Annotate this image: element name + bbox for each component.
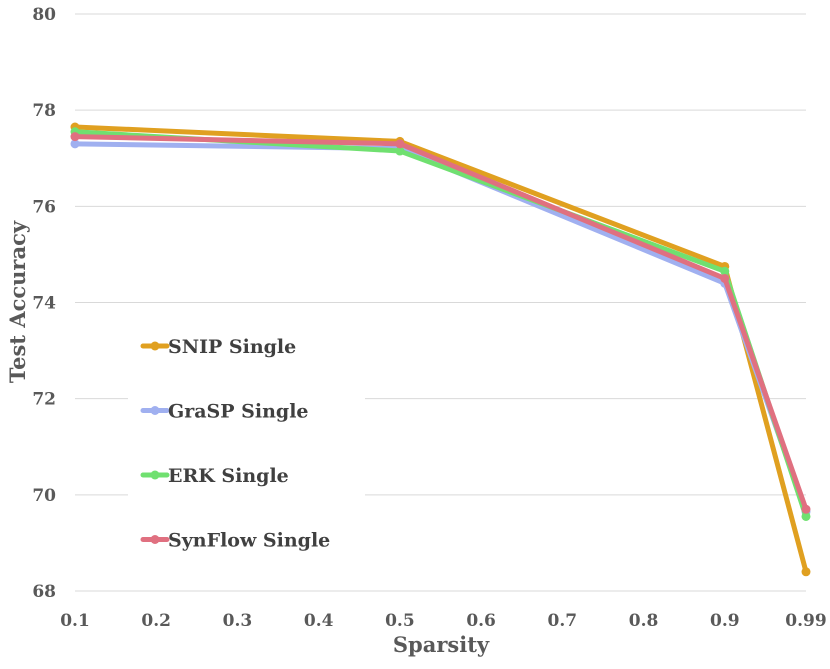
x-tick-label: 0.99 — [785, 611, 826, 631]
y-tick-label: 80 — [32, 5, 56, 25]
data-point — [70, 132, 80, 142]
x-axis-title: Sparsity — [393, 632, 490, 657]
x-tick-label: 0.9 — [710, 611, 740, 631]
x-tick-label: 0.2 — [141, 611, 171, 631]
x-axis-ticks: 0.1 0.2 0.3 0.4 0.5 0.6 0.7 0.8 0.9 0.99 — [60, 611, 826, 631]
data-point — [70, 139, 80, 149]
series-line — [72, 124, 809, 575]
series-synflow-single — [70, 132, 811, 514]
legend-item: SynFlow Single — [140, 530, 330, 552]
x-tick-label: 0.6 — [466, 611, 496, 631]
x-tick-label: 0.4 — [304, 611, 334, 631]
legend-item: SNIP Single — [140, 336, 296, 358]
data-point — [801, 511, 811, 521]
data-point — [801, 567, 811, 577]
y-tick-label: 72 — [32, 390, 56, 410]
legend-label: ERK Single — [168, 465, 289, 487]
y-tick-label: 70 — [32, 486, 56, 506]
legend: SNIP Single GraSP Single ERK Single SynFlow… — [140, 336, 330, 552]
y-tick-label: 74 — [32, 294, 56, 314]
data-point — [395, 146, 405, 156]
y-tick-label: 68 — [32, 582, 56, 602]
legend-marker — [150, 535, 160, 544]
legend-item: GraSP Single — [140, 401, 309, 423]
legend-item: ERK Single — [140, 465, 289, 487]
legend-label: GraSP Single — [168, 401, 309, 423]
data-point — [720, 266, 730, 276]
data-point — [801, 504, 811, 514]
legend-marker — [150, 406, 160, 415]
x-tick-label: 0.5 — [385, 611, 415, 631]
legend-label: SynFlow Single — [168, 530, 330, 552]
data-point — [395, 139, 405, 149]
legend-label: SNIP Single — [168, 336, 296, 358]
series-lines — [70, 122, 811, 577]
legend-marker — [150, 341, 160, 351]
series-line — [72, 134, 809, 512]
x-tick-label: 0.7 — [548, 611, 578, 631]
legend-marker — [150, 470, 160, 480]
y-tick-label: 78 — [32, 101, 56, 121]
x-tick-label: 0.3 — [223, 611, 253, 631]
x-tick-label: 0.8 — [629, 611, 659, 631]
x-tick-label: 0.1 — [60, 611, 90, 631]
y-tick-label: 76 — [32, 197, 56, 217]
legend-background — [128, 320, 365, 570]
data-point — [720, 273, 730, 283]
y-axis-ticks: 68 70 72 74 76 78 80 — [32, 5, 56, 602]
y-axis-title: Test Accuracy — [5, 220, 30, 383]
